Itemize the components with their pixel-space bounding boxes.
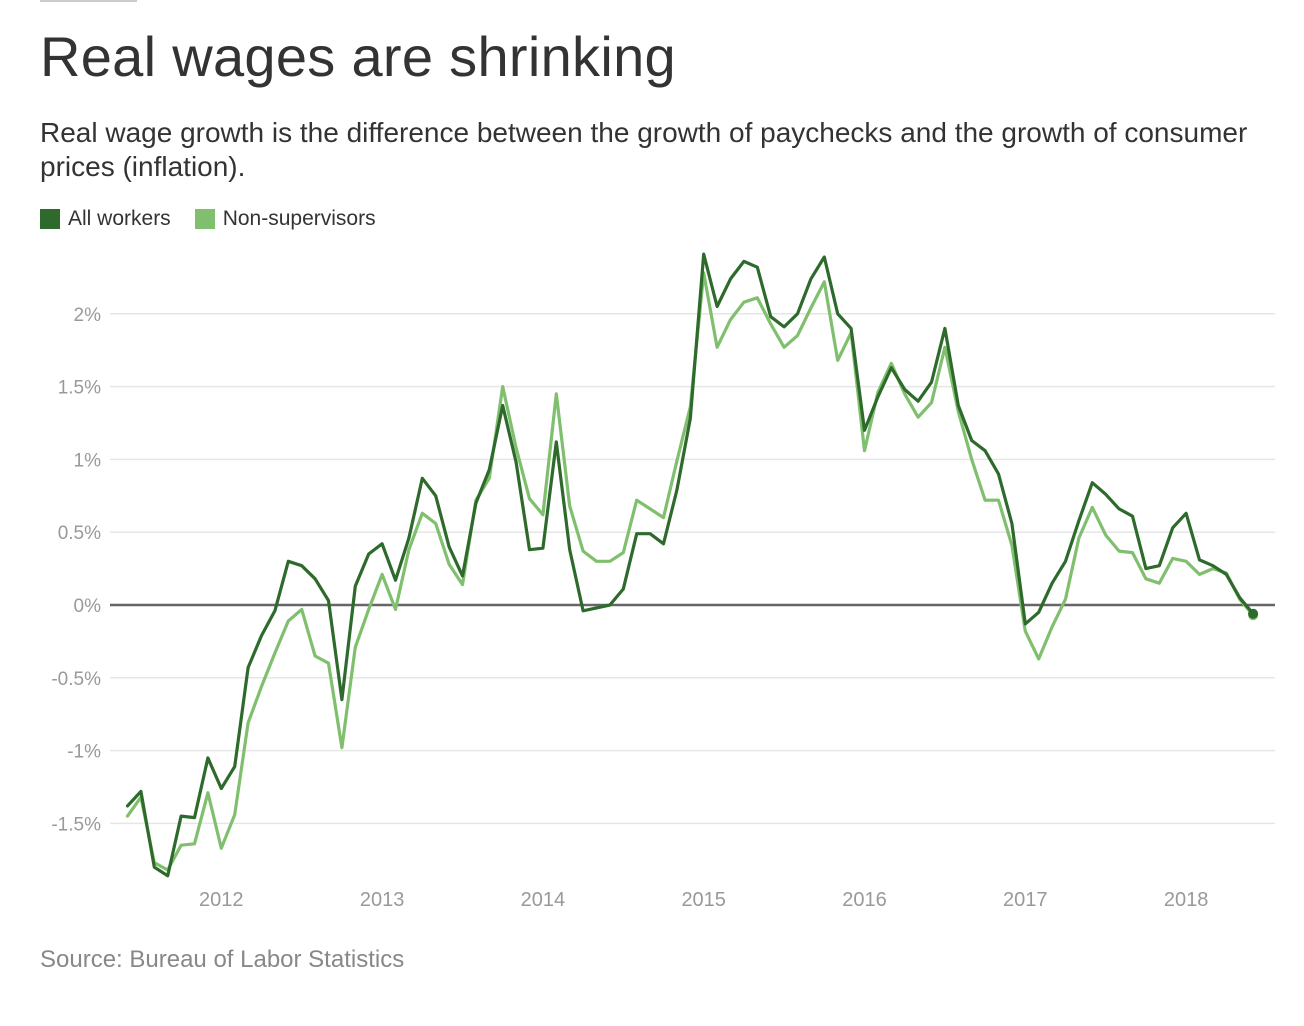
x-tick-label: 2017 — [1003, 889, 1048, 911]
legend: All workers Non-supervisors — [40, 207, 400, 231]
legend-swatch-all-workers — [40, 209, 60, 229]
y-tick-label: -1% — [67, 742, 101, 763]
x-tick-label: 2013 — [360, 889, 405, 911]
y-tick-label: 2% — [74, 305, 102, 326]
legend-label-all-workers: All workers — [68, 207, 171, 230]
x-tick-label: 2014 — [521, 889, 566, 911]
legend-item-all-workers: All workers — [40, 207, 171, 231]
x-tick-label: 2018 — [1164, 889, 1209, 911]
x-axis: 2012 2013 2014 2015 2016 2017 2018 — [199, 889, 1208, 911]
legend-swatch-non-supervisors — [194, 209, 215, 229]
x-tick-label: 2012 — [199, 889, 244, 911]
y-tick-label: -0.5% — [51, 669, 101, 690]
end-marker-all-workers — [1248, 608, 1259, 619]
x-tick-label: 2015 — [681, 889, 726, 911]
chart-subtitle: Real wage growth is the difference betwe… — [40, 117, 1248, 182]
legend-item-non-supervisors: Non-supervisors — [194, 207, 376, 231]
chart-title: Real wages are shrinking — [40, 25, 676, 88]
source-note: Source: Bureau of Labor Statistics — [40, 946, 405, 973]
series-line-non-supervisors — [125, 271, 1255, 872]
y-tick-label: 0.5% — [58, 523, 101, 544]
y-tick-label: 1% — [74, 450, 102, 471]
y-axis: -1.5% -1% -0.5% 0% 0.5% 1% 1.5% 2% — [51, 305, 101, 836]
legend-label-non-supervisors: Non-supervisors — [222, 207, 376, 230]
x-tick-label: 2016 — [842, 889, 887, 911]
y-tick-label: -1.5% — [51, 814, 101, 835]
y-tick-label: 0% — [74, 596, 102, 617]
series-line-all-workers — [125, 252, 1255, 878]
y-tick-label: 1.5% — [58, 378, 101, 399]
line-chart: -1.5%-1%-0.5%0%0.5%1%1.5%2%2012 2013 2014 2… — [51, 252, 1275, 911]
top-rule — [40, 0, 137, 2]
